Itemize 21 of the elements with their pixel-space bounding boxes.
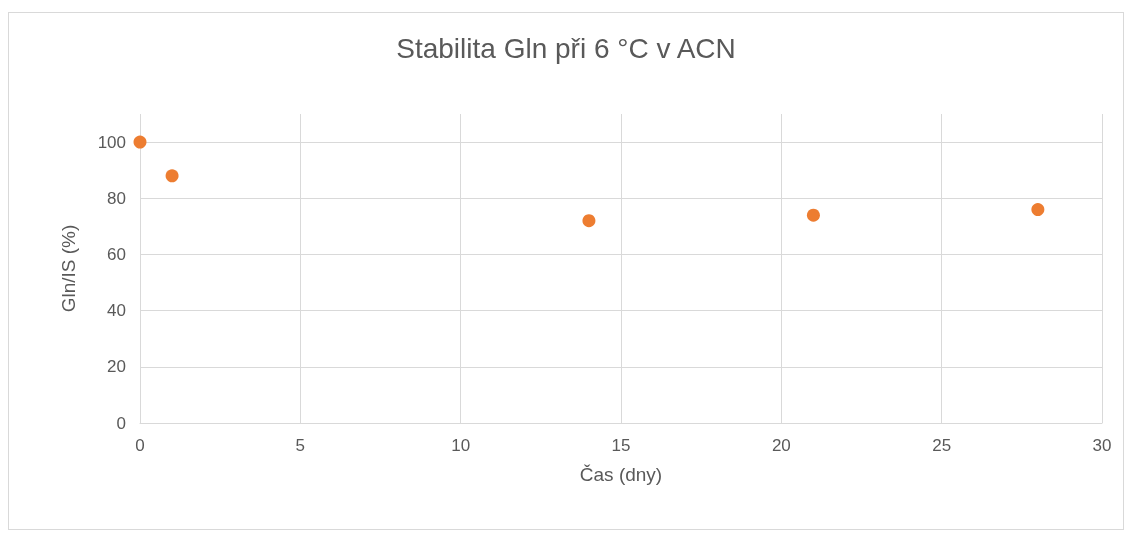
point [133,135,147,149]
point [1031,203,1045,217]
chart-title: Stabilita Gln při 6 °C v ACN [396,32,736,64]
x-tick-label: 0 [135,436,145,455]
y-tick-label: 60 [107,244,126,264]
y-tick-label: 40 [107,301,126,321]
x-tick-label: 20 [771,436,791,455]
x-tick-label: 30 [1092,436,1112,455]
point [806,208,820,222]
y-tick-label: 0 [116,413,126,433]
point [165,169,179,183]
y-tick-label: 100 [97,132,126,152]
x-axis-title: Čas (dny) [579,464,663,485]
x-tick-label: 25 [932,436,952,455]
y-tick-label: 80 [107,188,126,208]
y-axis-title: Gln/IS (%) [58,224,79,313]
x-tick-label: 15 [611,436,631,455]
point [582,214,596,228]
y-tick-label: 20 [107,357,126,377]
x-tick-label: 10 [451,436,471,455]
x-tick-label: 5 [295,436,306,455]
